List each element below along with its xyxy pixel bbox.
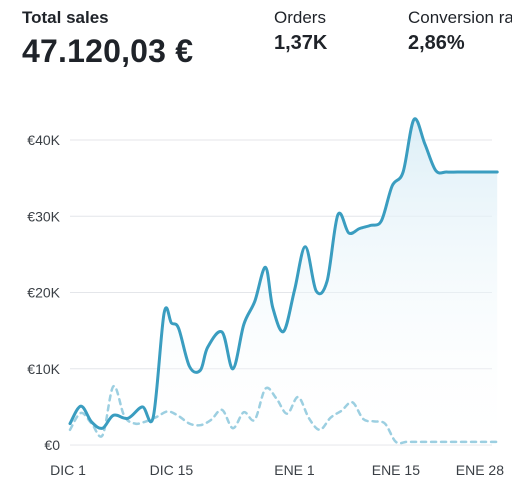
metric-total-sales-value: 47.120,03 € xyxy=(22,33,194,69)
metric-conversion-rate[interactable]: Conversion ra 2,86% xyxy=(408,8,512,55)
metric-orders[interactable]: Orders 1,37K xyxy=(274,8,327,55)
metric-total-sales-label: Total sales xyxy=(22,8,109,27)
series-line-comparison[interactable] xyxy=(68,385,499,445)
metric-conversion-rate-value: 2,86% xyxy=(408,32,465,54)
y-tick-label: €20K xyxy=(27,285,60,301)
x-tick-label: ENE 1 xyxy=(274,462,315,478)
y-tick-label: €0 xyxy=(44,437,60,453)
x-tick-label: ENE 15 xyxy=(372,462,420,478)
y-tick-label: €40K xyxy=(27,132,60,148)
y-axis-ticks: €0 €10K €20K €30K €40K xyxy=(27,132,60,453)
y-tick-label: €30K xyxy=(27,208,60,224)
x-tick-label: ENE 28 xyxy=(456,462,504,478)
x-tick-label: DIC 1 xyxy=(50,462,86,478)
series-line-current[interactable] xyxy=(68,117,499,430)
y-tick-label: €10K xyxy=(27,361,60,377)
metric-orders-label: Orders xyxy=(274,8,326,27)
series-area-fill xyxy=(70,118,498,445)
area-layer xyxy=(70,118,498,445)
x-axis-ticks: DIC 1 DIC 15 ENE 1 ENE 15 ENE 28 xyxy=(50,462,504,478)
metric-conversion-rate-label: Conversion ra xyxy=(408,8,512,27)
metric-total-sales[interactable]: Total sales 47.120,03 € xyxy=(22,8,193,70)
line-layer xyxy=(68,117,499,445)
metric-orders-value: 1,37K xyxy=(274,32,328,54)
x-tick-label: DIC 15 xyxy=(150,462,194,478)
